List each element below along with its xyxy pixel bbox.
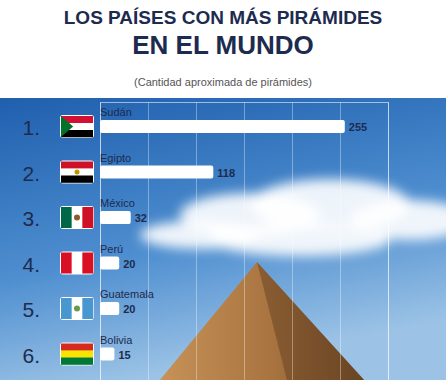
tick (196, 102, 197, 380)
flag-part (61, 176, 93, 183)
rank-labels: 1. 2. 3. 4. 5. 6. (22, 116, 40, 367)
chart: LOS PAÍSES CON MÁS PIRÁMIDESEN EL MUNDO (… (0, 0, 446, 380)
flag (60, 161, 94, 184)
flag (60, 206, 94, 229)
tick (292, 102, 293, 380)
flag-part (82, 207, 93, 228)
bar (100, 302, 119, 315)
category-label: México (100, 197, 135, 209)
axis-line (101, 103, 389, 380)
flag-part (72, 207, 83, 228)
grid-line (148, 102, 149, 380)
title: EN EL MUNDO (132, 30, 314, 60)
flag-part (61, 253, 72, 274)
rank-label: 4. (22, 253, 40, 276)
tick (148, 102, 149, 380)
data-label: 15 (118, 349, 130, 361)
data-label: 20 (123, 258, 135, 270)
tick (388, 102, 389, 380)
category-labels: Sudán Egipto México Perú Guatemala Bolivia (100, 106, 155, 346)
flag-border (60, 206, 94, 229)
data-label: 32 (135, 212, 147, 224)
flag (60, 115, 94, 138)
grid-line (196, 102, 197, 380)
rank-label: 5. (22, 298, 40, 321)
flag-border (60, 297, 94, 320)
flag-part (61, 116, 73, 137)
flag-part (72, 298, 83, 319)
flag-part (61, 207, 72, 228)
flag-part (82, 253, 93, 274)
subtitle: (Cantidad aproximada de pirámides) (134, 76, 312, 88)
flag-part (74, 306, 80, 312)
flag-part (72, 253, 83, 274)
flag-part (61, 298, 72, 319)
data-label: 20 (123, 303, 135, 315)
flag (60, 252, 94, 275)
pyramid (150, 262, 375, 380)
bar (100, 211, 131, 224)
grid-line (292, 102, 293, 380)
rank-label: 1. (22, 116, 40, 139)
x-axis (101, 102, 389, 380)
flag-border (60, 161, 94, 184)
grid-line (244, 102, 245, 380)
flag-border (60, 252, 94, 275)
bars (100, 120, 345, 361)
bar (100, 348, 114, 361)
flag-border (60, 343, 94, 366)
flag-part (74, 215, 80, 221)
category-label: Perú (100, 243, 123, 255)
data-label: 118 (217, 167, 235, 179)
rank-label: 3. (22, 207, 40, 230)
bar (100, 120, 345, 133)
flags (60, 115, 94, 366)
flag-part (61, 169, 93, 176)
pyramid-shade (257, 262, 375, 380)
cloud (210, 224, 390, 256)
flag-part (61, 344, 93, 351)
flag-part (61, 162, 93, 169)
data-label: 255 (349, 121, 367, 133)
category-label: Guatemala (100, 288, 155, 300)
category-label: Bolivia (100, 334, 133, 346)
flag (60, 343, 94, 366)
category-label: Egipto (100, 152, 131, 164)
grid-line (388, 102, 389, 380)
bar (100, 166, 213, 179)
flag (60, 297, 94, 320)
flag-part (61, 351, 93, 358)
grid-line (340, 102, 341, 380)
flag-part (82, 298, 93, 319)
tick (340, 102, 341, 380)
flag-border (60, 115, 94, 138)
flag-part (75, 170, 80, 175)
data-labels: 255 118 32 20 20 15 (118, 121, 367, 361)
category-label: Sudán (100, 106, 132, 118)
tick (244, 102, 245, 380)
rank-label: 6. (22, 344, 40, 367)
bar (100, 257, 119, 270)
rank-label: 2. (22, 162, 40, 185)
title: LOS PAÍSES CON MÁS PIRÁMIDES (64, 7, 382, 28)
flag-part (61, 358, 93, 365)
